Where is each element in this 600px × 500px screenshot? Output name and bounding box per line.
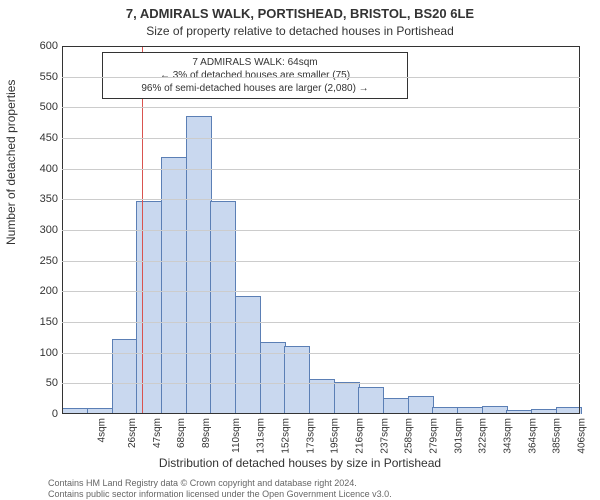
gridline — [62, 199, 580, 200]
annotation-line-1: 7 ADMIRALS WALK: 64sqm — [109, 56, 401, 69]
y-tick-label: 0 — [18, 409, 58, 420]
y-tick-label: 450 — [18, 133, 58, 144]
x-tick-label: 47sqm — [152, 418, 163, 448]
gridline — [62, 77, 580, 78]
gridline — [62, 291, 580, 292]
x-tick-label: 131sqm — [256, 418, 267, 454]
y-tick-label: 100 — [18, 348, 58, 359]
credit-line-2: Contains public sector information licen… — [48, 489, 392, 499]
y-tick-label: 400 — [18, 164, 58, 175]
gridline — [62, 261, 580, 262]
x-tick-label: 4sqm — [97, 418, 108, 442]
y-tick-label: 600 — [18, 41, 58, 52]
x-tick-label: 110sqm — [231, 418, 242, 453]
credit-line-1: Contains HM Land Registry data © Crown c… — [48, 478, 357, 488]
gridline — [62, 383, 580, 384]
x-tick-label: 322sqm — [478, 418, 489, 454]
x-tick-label: 385sqm — [552, 418, 563, 454]
y-tick-label: 250 — [18, 256, 58, 267]
annotation-box: 7 ADMIRALS WALK: 64sqm ← 3% of detached … — [102, 52, 408, 99]
y-tick-label: 50 — [18, 378, 58, 389]
x-tick-label: 364sqm — [527, 418, 538, 454]
y-tick-label: 150 — [18, 317, 58, 328]
gridline — [62, 353, 580, 354]
x-tick-label: 195sqm — [330, 418, 341, 454]
annotation-line-3: 96% of semi-detached houses are larger (… — [109, 82, 401, 95]
x-tick-label: 216sqm — [355, 418, 366, 454]
x-tick-label: 26sqm — [127, 418, 138, 448]
y-tick-label: 350 — [18, 194, 58, 205]
x-tick-label: 343sqm — [503, 418, 514, 454]
gridline — [62, 169, 580, 170]
chart-title-line1: 7, ADMIRALS WALK, PORTISHEAD, BRISTOL, B… — [0, 6, 600, 21]
x-tick-label: 89sqm — [201, 418, 212, 448]
x-tick-label: 258sqm — [404, 418, 415, 454]
y-tick-label: 200 — [18, 286, 58, 297]
y-axis-label: Number of detached properties — [4, 80, 18, 245]
gridline — [62, 230, 580, 231]
annotation-line-2: ← 3% of detached houses are smaller (75) — [109, 69, 401, 82]
x-tick-label: 279sqm — [429, 418, 440, 454]
y-tick-label: 500 — [18, 102, 58, 113]
gridline — [62, 107, 580, 108]
gridline — [62, 138, 580, 139]
chart-title-line2: Size of property relative to detached ho… — [0, 24, 600, 38]
x-tick-label: 152sqm — [281, 418, 292, 454]
x-tick-label: 173sqm — [305, 418, 316, 454]
x-tick-label: 68sqm — [176, 418, 187, 448]
plot-area: 7 ADMIRALS WALK: 64sqm ← 3% of detached … — [62, 46, 580, 414]
gridline — [62, 322, 580, 323]
y-tick-label: 300 — [18, 225, 58, 236]
y-tick-label: 550 — [18, 72, 58, 83]
x-tick-label: 406sqm — [577, 418, 588, 454]
x-tick-label: 237sqm — [379, 418, 390, 454]
x-tick-label: 301sqm — [453, 418, 464, 454]
chart-container: 7, ADMIRALS WALK, PORTISHEAD, BRISTOL, B… — [0, 0, 600, 500]
x-axis-label: Distribution of detached houses by size … — [0, 456, 600, 470]
